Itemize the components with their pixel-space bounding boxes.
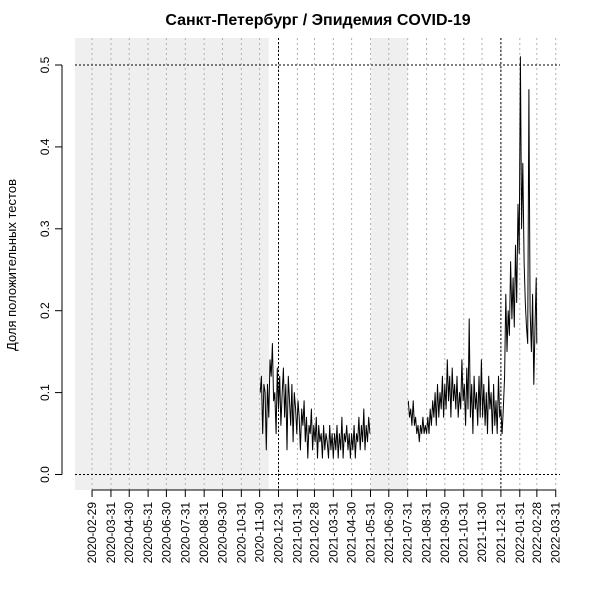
series-line: [407, 56, 538, 443]
x-tick-label: 2021-07-31: [401, 502, 415, 564]
x-tick-label: 2021-12-31: [494, 502, 508, 564]
x-tick-label: 2021-04-30: [345, 502, 359, 564]
x-tick-label: 2021-10-31: [457, 502, 471, 564]
x-tick-label: 2021-02-28: [307, 502, 321, 564]
y-tick-label: 0.5: [38, 56, 52, 73]
shaded-periods: [75, 38, 408, 490]
x-tick-label: 2022-03-31: [549, 502, 563, 564]
y-axis: 0.0 0.1 0.2 0.3 0.4 0.5: [38, 56, 63, 483]
y-tick-label: 0.3: [38, 220, 52, 237]
shaded-period: [75, 38, 269, 490]
x-tick-label: 2021-11-30: [475, 502, 489, 563]
y-tick-label: 0.2: [38, 302, 52, 319]
x-tick-label: 2020-03-31: [104, 502, 118, 564]
x-tick-label: 2021-08-31: [420, 502, 434, 564]
x-tick-label: 2020-07-31: [178, 502, 192, 564]
x-tick-label: 2021-06-30: [382, 502, 396, 564]
x-tick-label: 2021-09-30: [438, 502, 452, 564]
x-tick-label: 2020-08-31: [197, 502, 211, 564]
y-tick-label: 0.0: [38, 466, 52, 483]
x-tick-label: 2020-05-31: [141, 502, 155, 564]
shaded-period: [371, 38, 408, 490]
x-tick-label: 2020-04-30: [122, 502, 136, 564]
x-tick-label: 2021-03-31: [326, 502, 340, 564]
x-tick-label: 2022-02-28: [530, 502, 544, 564]
y-tick-label: 0.1: [38, 384, 52, 401]
x-tick-label: 2021-01-31: [290, 502, 304, 564]
x-tick-label: 2020-02-29: [85, 502, 99, 564]
x-tick-label: 2021-05-31: [364, 502, 378, 564]
x-tick-label: 2020-11-30: [253, 502, 267, 563]
series-line: [259, 343, 371, 459]
x-axis: 2020-02-29 2020-03-31 2020-04-30 2020-05-31…: [85, 489, 563, 564]
x-tick-label: 2020-06-30: [159, 502, 173, 564]
series-lines: [259, 56, 538, 459]
x-tick-label: 2022-01-31: [513, 502, 527, 564]
x-tick-label: 2020-12-31: [272, 502, 286, 564]
y-axis-label: Доля положительных тестов: [4, 179, 19, 351]
y-tick-label: 0.4: [38, 138, 52, 155]
x-tick-label: 2020-10-31: [234, 502, 248, 564]
x-tick-label: 2020-09-30: [215, 502, 229, 564]
chart-title: Санкт-Петербург / Эпидемия COVID-19: [165, 12, 470, 29]
